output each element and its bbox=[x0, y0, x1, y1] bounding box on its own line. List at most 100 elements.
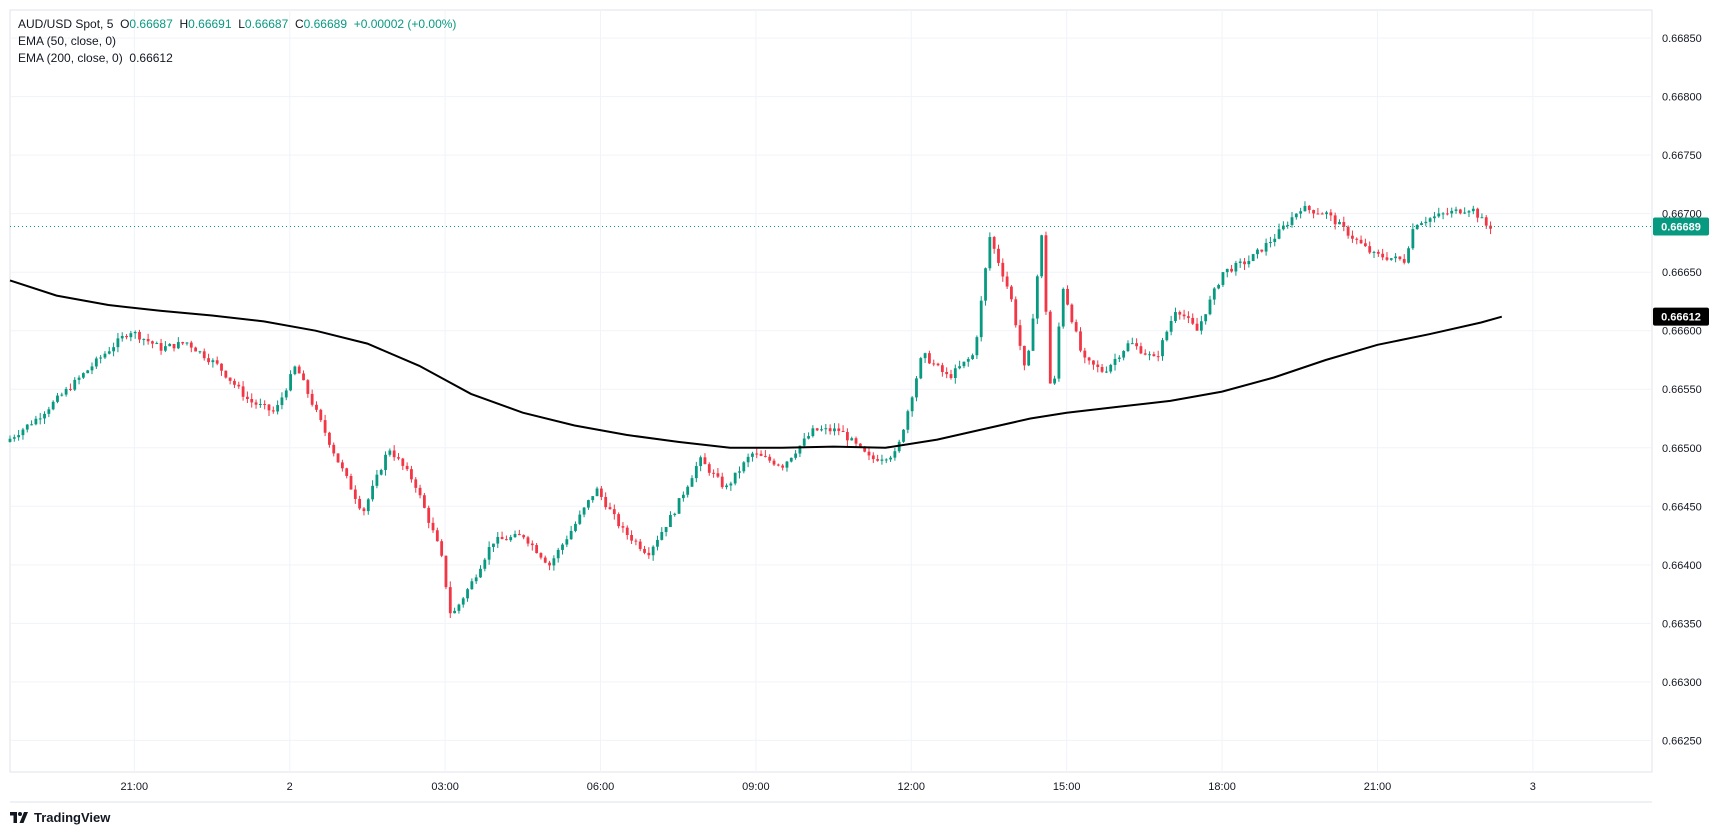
candle-body bbox=[289, 374, 292, 391]
candle-body bbox=[1299, 211, 1303, 214]
candle-body bbox=[297, 366, 301, 374]
candle-body bbox=[1303, 205, 1307, 212]
candle-body bbox=[470, 581, 474, 590]
candle-body bbox=[703, 457, 707, 465]
candle-body bbox=[513, 534, 517, 538]
y-tick-label: 0.66300 bbox=[1662, 677, 1702, 689]
candle-body bbox=[677, 498, 681, 514]
x-tick-label: 21:00 bbox=[1364, 781, 1392, 793]
candle-body bbox=[43, 413, 46, 419]
candle-body bbox=[34, 418, 38, 425]
candle-body bbox=[263, 404, 267, 406]
tradingview-logo-text: TradingView bbox=[34, 810, 111, 825]
candle-body bbox=[1243, 261, 1246, 265]
candle-body bbox=[1450, 210, 1454, 214]
candle-body bbox=[362, 508, 366, 512]
candle-body bbox=[1372, 251, 1376, 253]
candle-body bbox=[1273, 238, 1277, 243]
candle-body bbox=[1156, 356, 1160, 358]
candle-body bbox=[569, 530, 573, 540]
candle-body bbox=[561, 544, 564, 550]
candle-body bbox=[574, 523, 577, 531]
candle-body bbox=[1092, 360, 1095, 365]
candle-body bbox=[755, 453, 759, 455]
candle-body bbox=[1407, 248, 1410, 263]
candle-body bbox=[630, 534, 633, 541]
candle-body bbox=[962, 361, 966, 367]
candle-body bbox=[142, 338, 146, 340]
candle-body bbox=[1480, 217, 1484, 219]
candle-body bbox=[625, 527, 629, 535]
candle-body bbox=[539, 553, 543, 558]
candle-body bbox=[1359, 239, 1363, 244]
y-tick-label: 0.66550 bbox=[1662, 384, 1702, 396]
legend-ema50-row[interactable]: EMA (50, close, 0) bbox=[18, 33, 456, 50]
candle-body bbox=[807, 436, 810, 439]
candle-body bbox=[556, 549, 560, 559]
candle-body bbox=[1208, 299, 1212, 315]
candle-body bbox=[772, 460, 776, 465]
tradingview-logo[interactable]: TradingView bbox=[10, 810, 110, 825]
candle-body bbox=[271, 410, 275, 412]
legend-ohlc-row[interactable]: AUD/USD Spot, 5 O0.66687 H0.66691 L0.666… bbox=[18, 17, 457, 31]
candle-body bbox=[798, 445, 802, 454]
candle-body bbox=[833, 428, 836, 432]
candle-body bbox=[1316, 213, 1320, 215]
x-tick-label: 3 bbox=[1530, 781, 1536, 793]
candle-body bbox=[738, 471, 741, 473]
candle-body bbox=[1402, 259, 1406, 263]
candle-body bbox=[802, 438, 806, 446]
candle-body bbox=[699, 457, 703, 467]
candle-body bbox=[1445, 213, 1449, 215]
candle-body bbox=[940, 365, 944, 373]
candle-body bbox=[1165, 331, 1169, 341]
candle-body bbox=[975, 337, 979, 356]
candle-body bbox=[889, 457, 892, 460]
candle-body bbox=[504, 539, 508, 541]
candle-body bbox=[1363, 243, 1367, 247]
candle-body bbox=[487, 547, 491, 560]
x-tick-label: 12:00 bbox=[898, 781, 926, 793]
candle-body bbox=[1394, 256, 1398, 259]
candle-body bbox=[349, 475, 353, 490]
candle-body bbox=[1100, 367, 1104, 372]
candle-body bbox=[1152, 354, 1156, 357]
candle-body bbox=[1389, 258, 1393, 260]
candle-body bbox=[125, 336, 128, 338]
candle-body bbox=[599, 488, 603, 497]
candle-body bbox=[656, 539, 659, 547]
candle-body bbox=[138, 331, 141, 340]
candle-body bbox=[64, 388, 68, 395]
candle-body bbox=[276, 405, 280, 412]
candle-body bbox=[1281, 225, 1285, 230]
candle-body bbox=[1458, 209, 1462, 214]
y-tick-label: 0.66500 bbox=[1662, 443, 1702, 455]
candle-body bbox=[1441, 213, 1445, 215]
candle-body bbox=[133, 331, 137, 334]
candle-body bbox=[811, 428, 815, 437]
candle-body bbox=[949, 374, 953, 379]
candle-body bbox=[384, 454, 387, 470]
last-price-label: 0.66689 bbox=[1661, 222, 1701, 234]
candle-body bbox=[548, 562, 551, 566]
y-tick-label: 0.66750 bbox=[1662, 150, 1702, 162]
candle-body bbox=[435, 530, 439, 542]
x-tick-label: 09:00 bbox=[742, 781, 770, 793]
candle-body bbox=[845, 432, 849, 441]
candle-body bbox=[686, 486, 690, 495]
candle-body bbox=[824, 428, 828, 430]
candle-body bbox=[871, 455, 875, 460]
candle-body bbox=[1398, 256, 1402, 260]
candle-body bbox=[794, 453, 798, 458]
candle-body bbox=[1199, 321, 1203, 331]
plot-area-border bbox=[9, 9, 1653, 773]
candle-body bbox=[453, 610, 457, 614]
candle-body bbox=[863, 446, 867, 452]
candle-body bbox=[651, 546, 655, 556]
candle-body bbox=[1251, 254, 1255, 262]
legend-ema200-row[interactable]: EMA (200, close, 0) 0.66612 bbox=[18, 50, 456, 67]
candle-body bbox=[1057, 326, 1061, 379]
candle-body bbox=[1035, 276, 1039, 319]
candle-body bbox=[1031, 318, 1035, 351]
